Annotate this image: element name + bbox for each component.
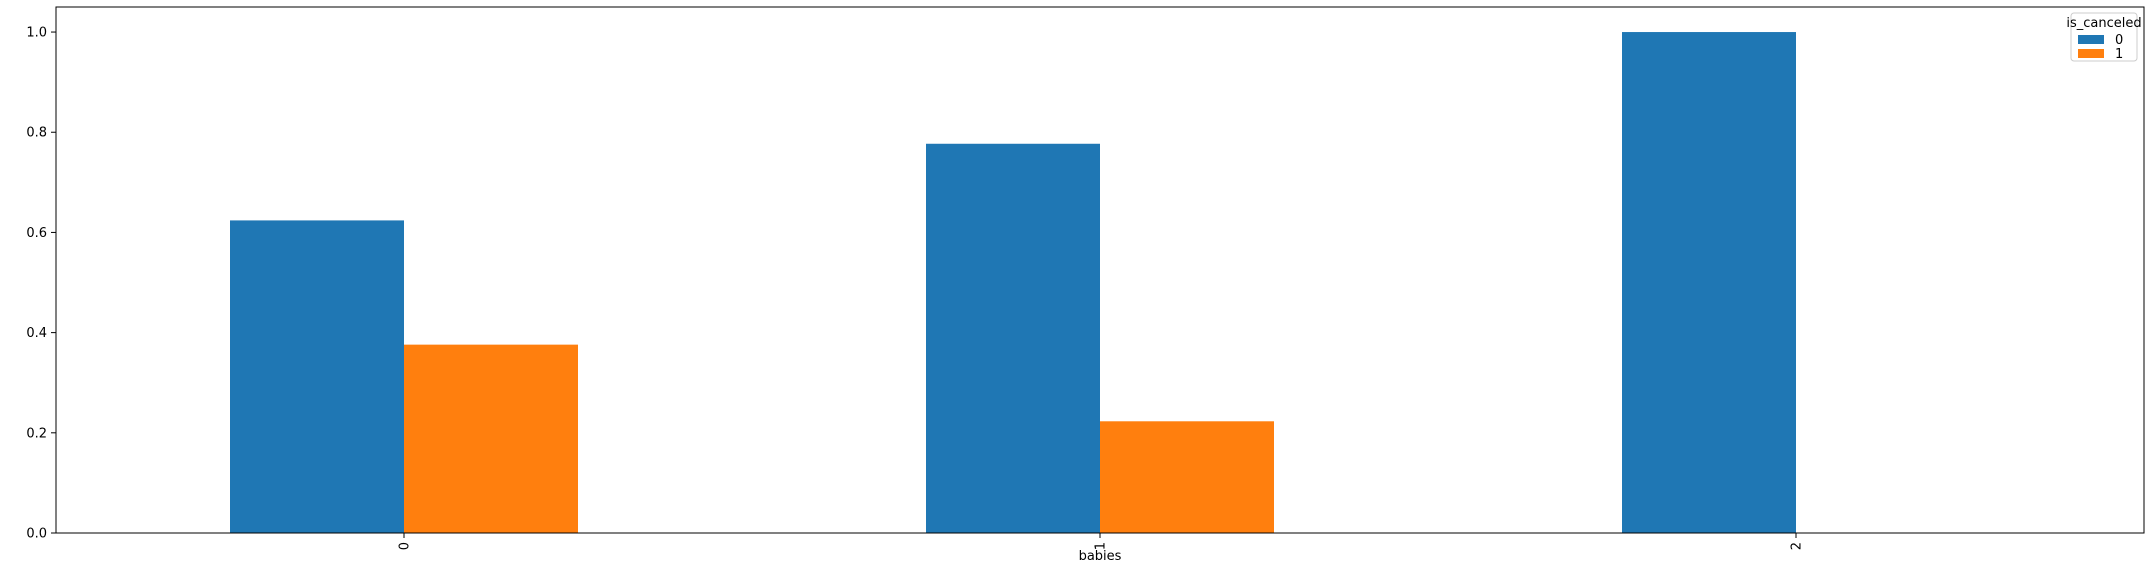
legend-swatch-1: [2078, 49, 2104, 58]
plot-frame: [55, 6, 2145, 534]
x-axis: 0 1 2: [398, 533, 1805, 550]
legend-title: is_canceled: [2066, 16, 2141, 31]
x-tick-label: 0: [398, 542, 413, 550]
x-tick-label: 2: [1790, 542, 1805, 550]
y-tick-label: 0.0: [26, 527, 47, 542]
x-tick-label: 1: [1094, 542, 1109, 550]
bar-series-1-cat-1: [1100, 421, 1274, 533]
bars-group: [230, 32, 1796, 534]
y-tick-label: 0.8: [26, 126, 47, 141]
bar-series-0-cat-2: [1622, 32, 1796, 534]
y-axis: 0.0 0.2 0.4 0.6 0.8 1.0: [26, 26, 56, 542]
bar-series-1-cat-0: [404, 344, 578, 533]
bar-series-0-cat-1: [926, 143, 1100, 533]
legend: is_canceled 01: [2066, 12, 2142, 62]
y-tick-label: 1.0: [26, 26, 47, 41]
legend-label-1: 1: [2115, 47, 2123, 62]
legend-label-0: 0: [2115, 33, 2123, 48]
x-axis-label: babies: [1079, 549, 1122, 564]
y-tick-label: 0.4: [26, 326, 47, 341]
y-tick-label: 0.6: [26, 226, 47, 241]
bar-series-0-cat-0: [230, 220, 404, 534]
y-tick-label: 0.2: [26, 426, 47, 441]
legend-swatch-0: [2078, 35, 2104, 44]
